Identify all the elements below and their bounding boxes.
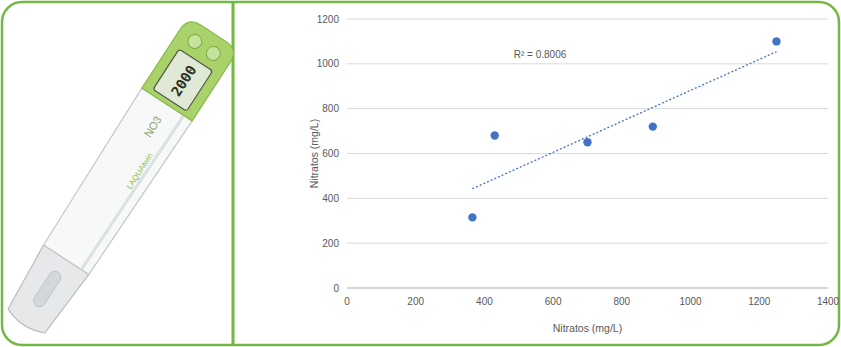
x-tick-label: 1000 bbox=[679, 296, 702, 307]
device-label: NO3 bbox=[141, 114, 163, 140]
device-button bbox=[185, 32, 204, 51]
trendline bbox=[472, 52, 776, 189]
y-tick-label: 0 bbox=[333, 283, 339, 294]
grid-line bbox=[347, 243, 828, 244]
chart: 0 200 400 600 800 1000 1200 0 200 400 600 800 1000 12… bbox=[308, 14, 840, 335]
x-tick-label: 200 bbox=[407, 296, 424, 307]
y-tick-label: 200 bbox=[322, 238, 339, 249]
y-tick-label: 400 bbox=[322, 193, 339, 204]
x-tick-label: 400 bbox=[476, 296, 493, 307]
data-point bbox=[649, 122, 657, 130]
x-axis-label: Nitratos (mg/L) bbox=[553, 322, 622, 334]
device-display: 2000 bbox=[168, 62, 200, 99]
x-tick-label: 1200 bbox=[748, 296, 771, 307]
annotation: R² = 0.8006 bbox=[514, 49, 567, 60]
x-tick-label: 0 bbox=[344, 296, 350, 307]
x-tick-label: 600 bbox=[545, 296, 562, 307]
y-tick-label: 1000 bbox=[317, 58, 340, 69]
grid-line bbox=[347, 198, 828, 199]
data-point bbox=[583, 138, 591, 146]
x-tick-label: 1400 bbox=[817, 296, 840, 307]
device-shade bbox=[81, 114, 183, 270]
device: 2000NO3 LAQUAtwin bbox=[0, 17, 238, 342]
device-button bbox=[204, 44, 223, 63]
device-body bbox=[41, 88, 192, 276]
y-tick-label: 600 bbox=[322, 148, 339, 159]
page: 2000NO3 LAQUAtwin 0 200 400 600 800 1000 1200 0 20… bbox=[0, 0, 841, 347]
data-point bbox=[772, 37, 780, 45]
grid-line bbox=[347, 63, 828, 64]
device-brand: LAQUAtwin bbox=[125, 151, 155, 191]
figure: 2000NO3 LAQUAtwin 0 200 400 600 800 1000 1200 0 20… bbox=[0, 0, 841, 347]
device-screen bbox=[153, 49, 213, 111]
grid-line bbox=[347, 288, 828, 289]
y-axis-label: Nitratos (mg/L) bbox=[308, 119, 320, 188]
device-cap-window bbox=[31, 269, 63, 309]
x-tick-label: 800 bbox=[614, 296, 631, 307]
y-tick-label: 800 bbox=[322, 103, 339, 114]
device-head bbox=[142, 17, 239, 121]
grid-line bbox=[347, 153, 828, 154]
data-point bbox=[468, 213, 476, 221]
y-tick-label: 1200 bbox=[317, 14, 340, 25]
grid-line bbox=[347, 108, 828, 109]
x-axis-line bbox=[347, 288, 828, 289]
grid-line bbox=[347, 19, 828, 20]
frame bbox=[2, 2, 839, 345]
data-point bbox=[491, 131, 499, 139]
plot-area bbox=[468, 37, 780, 221]
